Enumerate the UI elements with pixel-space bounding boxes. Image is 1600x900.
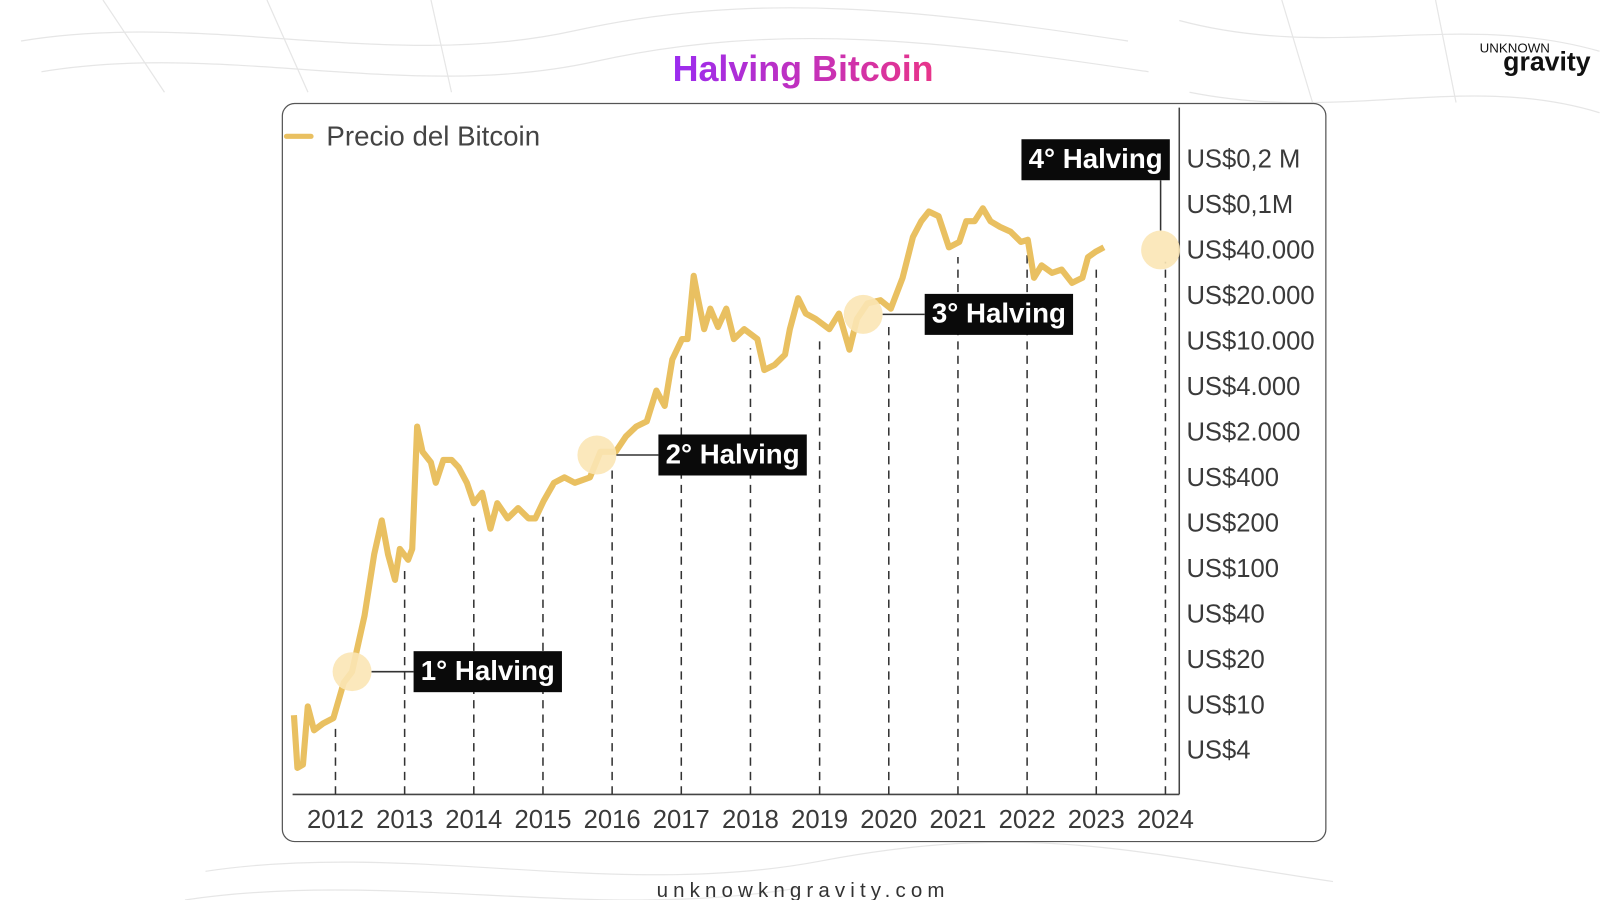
halving-label-box xyxy=(658,434,807,476)
x-tick-label: 2016 xyxy=(584,806,641,834)
x-tick-label: 2015 xyxy=(514,806,571,834)
y-tick-label: US$20 xyxy=(1186,646,1264,674)
y-tick-label: US$200 xyxy=(1186,509,1279,537)
y-tick-label: US$0,2 M xyxy=(1186,146,1300,174)
halving-marker xyxy=(332,652,372,692)
y-tick-label: US$20.000 xyxy=(1186,282,1314,310)
x-tick-label: 2022 xyxy=(999,806,1056,834)
legend-label: Precio del Bitcoin xyxy=(326,121,540,152)
y-tick-label: US$10.000 xyxy=(1186,327,1314,355)
background-pattern xyxy=(20,0,1600,900)
halving-label-box xyxy=(413,651,562,693)
halving-label: 4° Halving xyxy=(1021,139,1170,181)
x-tick-label: 2021 xyxy=(929,806,986,834)
halving-label-text: 4° Halving xyxy=(1029,143,1163,174)
halving-marker xyxy=(843,294,883,334)
x-tick-label: 2019 xyxy=(791,806,848,834)
halving-label: 2° Halving xyxy=(658,434,807,476)
y-tick-label: US$2.000 xyxy=(1186,418,1300,446)
x-tick-label: 2017 xyxy=(653,806,710,834)
y-tick-label: US$40.000 xyxy=(1186,237,1314,265)
x-tick-label: 2024 xyxy=(1137,806,1194,834)
halving-label: 1° Halving xyxy=(413,651,562,693)
y-tick-label: US$4 xyxy=(1186,737,1250,765)
x-tick-label: 2020 xyxy=(860,806,917,834)
plot: US$4 US$10 US$20 US$40 US$100 US$200 US$400 US$… xyxy=(290,139,1315,834)
y-tick-label: US$40 xyxy=(1186,600,1264,628)
x-tick-label: 2013 xyxy=(376,806,433,834)
halving-label-box xyxy=(1021,139,1170,181)
halving-label-text: 2° Halving xyxy=(666,438,800,469)
x-tick-label: 2023 xyxy=(1068,806,1125,834)
price-line xyxy=(290,205,1106,771)
halving-marker xyxy=(577,435,617,475)
halving-label-box xyxy=(924,293,1074,335)
halving-label-text: 3° Halving xyxy=(932,298,1066,329)
y-tick-label: US$10 xyxy=(1186,691,1264,719)
x-tick-label: 2012 xyxy=(307,806,364,834)
y-tick-label: US$0,1M xyxy=(1186,191,1293,219)
y-tick-label: US$4.000 xyxy=(1186,373,1300,401)
x-tick-label: 2018 xyxy=(722,806,779,834)
logo-top: UNKNOWN xyxy=(1480,41,1550,56)
slide-title: Halving Bitcoin xyxy=(673,49,934,89)
halving-label-text: 1° Halving xyxy=(421,655,555,686)
y-tick-label: US$400 xyxy=(1186,464,1279,492)
halving-label: 3° Halving xyxy=(924,293,1074,335)
x-tick-label: 2014 xyxy=(445,806,502,834)
y-tick-label: US$100 xyxy=(1186,555,1279,583)
logo-bottom: gravity xyxy=(1503,47,1591,77)
footer: unknowkngravity.com xyxy=(657,879,950,900)
halving-marker xyxy=(1141,230,1181,270)
